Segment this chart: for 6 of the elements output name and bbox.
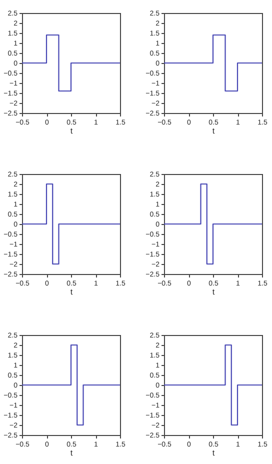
x-axis-title: t [212,126,216,136]
x-axis-title: t [70,288,74,296]
x-axis-title: t [70,448,74,458]
x-axis-title: t [70,126,74,136]
x-axis-title: t [212,448,216,458]
x-axis-title: t [212,288,216,296]
